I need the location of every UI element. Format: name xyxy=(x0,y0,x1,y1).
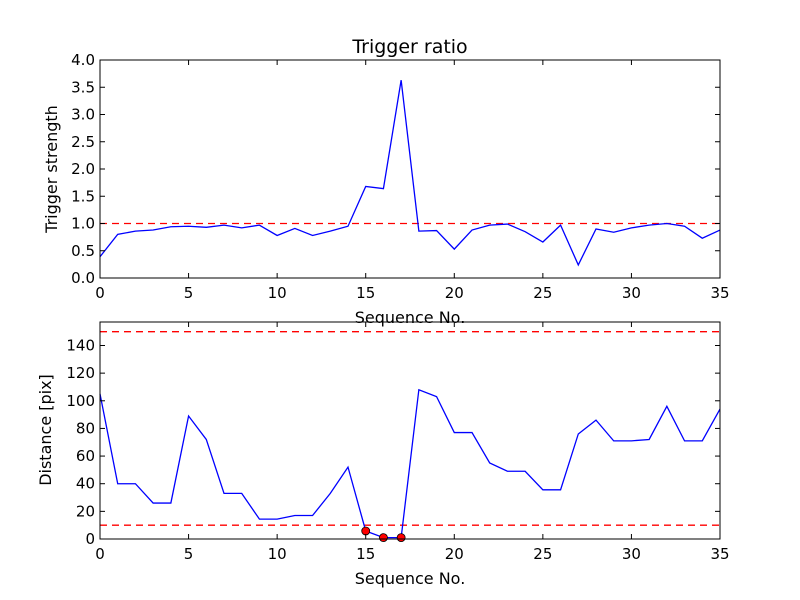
bottom-axes: 0 5 10 15 20 25 30 35 0 20 40 60 80 100 120 140 xyxy=(66,321,730,563)
x-tick-label: 30 xyxy=(622,284,641,302)
chart-title: Trigger ratio xyxy=(351,36,467,58)
y-tick-label: 120 xyxy=(66,364,95,382)
x-tick-label: 35 xyxy=(710,284,729,302)
bottom-series-line xyxy=(99,388,721,539)
bottom-x-axis-label: Sequence No. xyxy=(355,569,466,588)
x-tick-label: 5 xyxy=(184,284,194,302)
x-tick-label: 0 xyxy=(95,545,105,563)
y-tick-label: 3.0 xyxy=(71,106,95,124)
x-tick-label: 10 xyxy=(268,545,287,563)
y-tick-label: 20 xyxy=(76,502,95,520)
y-tick-label: 40 xyxy=(76,475,95,493)
y-tick-label: 0.0 xyxy=(71,269,95,287)
outlier-marker xyxy=(379,533,388,543)
bottom-axes-frame xyxy=(99,321,721,540)
x-tick-label: 15 xyxy=(356,545,375,563)
x-tick-label: 25 xyxy=(533,284,552,302)
x-tick-label: 35 xyxy=(710,545,729,563)
top-y-axis-label: Trigger strength xyxy=(42,105,61,234)
y-tick-label: 80 xyxy=(76,419,95,437)
y-tick-label: 100 xyxy=(66,392,95,410)
bottom-y-axis-label: Distance [pix] xyxy=(36,374,55,486)
outlier-marker xyxy=(361,526,371,536)
top-axes: 0 5 10 15 20 25 30 35 0.0 0.5 1.0 1.5 2.0 2.5 3.0 3.5 4.… xyxy=(71,51,729,302)
y-tick-label: 3.5 xyxy=(71,78,95,96)
x-tick-label: 15 xyxy=(356,284,375,302)
x-tick-label: 25 xyxy=(533,545,552,563)
y-tick-label: 2.5 xyxy=(71,133,95,151)
top-axes-frame xyxy=(99,59,721,279)
top-x-axis-label: Sequence No. xyxy=(355,308,466,327)
y-tick-label: 2.0 xyxy=(71,160,95,178)
x-tick-label: 5 xyxy=(184,545,194,563)
y-tick-label: 1.0 xyxy=(71,215,95,233)
x-tick-label: 20 xyxy=(445,284,464,302)
y-tick-label: 1.5 xyxy=(71,187,95,205)
x-tick-label: 20 xyxy=(445,545,464,563)
x-tick-label: 10 xyxy=(268,284,287,302)
y-tick-label: 140 xyxy=(66,336,95,354)
y-tick-label: 4.0 xyxy=(71,51,95,69)
y-tick-label: 0.5 xyxy=(71,242,95,260)
outlier-marker xyxy=(396,533,406,543)
y-tick-label: 0 xyxy=(85,530,95,548)
x-tick-label: 0 xyxy=(95,284,105,302)
y-tick-label: 60 xyxy=(76,447,95,465)
x-tick-label: 30 xyxy=(622,545,641,563)
top-series-line xyxy=(99,80,721,267)
